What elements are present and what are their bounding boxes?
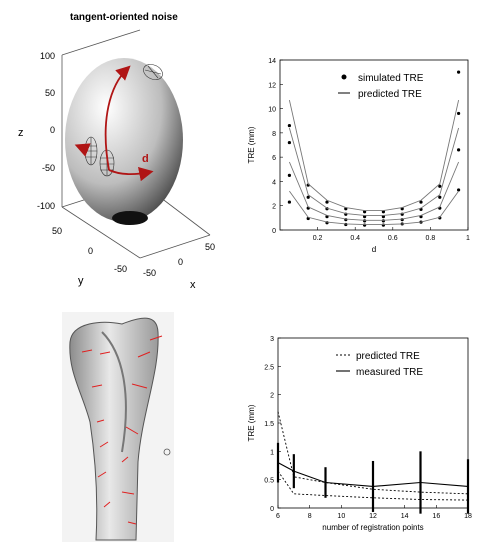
simulated-tre-point xyxy=(287,173,291,177)
y-tick-label: 3 xyxy=(270,336,274,343)
noise-vectors xyxy=(81,335,163,525)
y-tick-label: 0 xyxy=(272,228,276,235)
y-tick-label: 0.5 xyxy=(264,478,274,485)
x-tick-label: 16 xyxy=(432,513,440,520)
predicted-tre-line xyxy=(288,127,460,216)
d-label: d xyxy=(142,153,149,165)
simulated-tre-point xyxy=(457,188,461,192)
y-tick: -50 xyxy=(114,264,127,274)
y-tick-label: 2 xyxy=(272,204,276,211)
x-tick-label: 12 xyxy=(369,513,377,520)
tangent-arrows xyxy=(74,65,154,182)
z-axis-label: z xyxy=(18,127,24,139)
simulated-tre-point xyxy=(457,111,461,116)
y-tick-label: 8 xyxy=(272,131,276,138)
y-tick: 50 xyxy=(52,226,62,236)
x-axis-label: d xyxy=(372,245,376,254)
ellipsoid-figure: tangent-oriented noise 100 50 0 -50 -100… xyxy=(18,12,215,291)
y-tick-label: 1 xyxy=(270,449,274,456)
z-tick: -100 xyxy=(37,201,55,211)
simulated-tre-point xyxy=(363,223,367,227)
tre-vs-d-svg: 0 2 4 6 8 10 12 14 0.2 0.4 0.6 0.8 1 d TRE (mm) simulat… xyxy=(247,58,470,254)
y-tick-label: 2 xyxy=(270,393,274,400)
simulated-tre-point xyxy=(438,184,442,188)
x-tick: 50 xyxy=(205,242,215,252)
bone-figure xyxy=(62,312,174,542)
x-tick: -50 xyxy=(143,268,156,278)
z-tick: 100 xyxy=(40,51,55,61)
ellipsoid-surface xyxy=(65,58,183,222)
simulated-tre-point xyxy=(381,223,385,227)
z-tick: 0 xyxy=(50,125,55,135)
x-tick-label: 1 xyxy=(466,235,470,242)
z-tick: -50 xyxy=(42,163,55,173)
y-tick-label: 12 xyxy=(268,82,276,89)
simulated-tre-point xyxy=(287,140,291,145)
plot-frame xyxy=(279,59,469,231)
x-axis-label: x xyxy=(190,279,196,290)
x-tick-label: 10 xyxy=(337,513,345,520)
simulated-tre-point xyxy=(438,195,442,199)
y-axis-label: y xyxy=(78,275,84,287)
x-tick-label: 8 xyxy=(308,513,312,520)
simulated-tre-point xyxy=(287,123,291,128)
panel-a-title: tangent-oriented noise xyxy=(70,12,178,23)
y-tick-label: 2.5 xyxy=(264,364,274,371)
simulated-tre-point xyxy=(325,200,329,204)
y-tick: 0 xyxy=(88,246,93,256)
simulated-tre-point xyxy=(306,195,310,199)
y-axis-label: TRE (mm) xyxy=(247,404,256,441)
tre-vs-points-chart: 0 0.5 1 1.5 2 2.5 3 6 8 10 12 14 16 18 number of regis… xyxy=(240,330,480,545)
simulated-tre-point xyxy=(419,200,423,204)
y-axis-label: TRE (mm) xyxy=(247,126,256,163)
x-tick-label: 6 xyxy=(276,513,280,520)
x-tick-label: 0.2 xyxy=(313,235,323,242)
legend-label-measured: measured TRE xyxy=(356,367,423,378)
simulated-tre-point xyxy=(287,200,291,204)
ellipsoid-shadow xyxy=(112,211,148,225)
tre-vs-d-chart: 0 2 4 6 8 10 12 14 0.2 0.4 0.6 0.8 1 d TRE (mm) simulat… xyxy=(240,40,480,280)
simulated-tre-point xyxy=(457,70,461,74)
x-axis-label: number of registration points xyxy=(322,523,423,532)
y-tick-label: 4 xyxy=(272,179,276,186)
x-tick: 0 xyxy=(178,257,183,267)
measured-tre-line xyxy=(277,462,469,488)
y-tick-label: 14 xyxy=(268,58,276,65)
y-tick-label: 10 xyxy=(268,107,276,114)
legend-label-simulated: simulated TRE xyxy=(358,73,424,84)
ellipsoid-panel: tangent-oriented noise 100 50 0 -50 -100… xyxy=(0,0,240,291)
x-tick-label: 0.6 xyxy=(388,235,398,242)
legend-label-predicted: predicted TRE xyxy=(356,351,420,362)
predicted-tre-line xyxy=(289,190,459,225)
y-tick-label: 1.5 xyxy=(264,421,274,428)
x-tick-label: 0.8 xyxy=(426,235,436,242)
predicted-tre-line xyxy=(288,161,460,221)
predicted-tre-line xyxy=(288,99,460,212)
legend-label-predicted: predicted TRE xyxy=(358,89,422,100)
y-tick-label: 0 xyxy=(270,506,274,513)
x-tick-label: 0.4 xyxy=(350,235,360,242)
z-tick: 50 xyxy=(45,88,55,98)
bone-panel xyxy=(62,312,174,542)
bone-shape xyxy=(69,317,159,541)
legend-dot-marker xyxy=(341,74,347,80)
tre-vs-points-svg: 0 0.5 1 1.5 2 2.5 3 6 8 10 12 14 16 18 number of regis… xyxy=(247,336,472,532)
x-tick-label: 14 xyxy=(401,513,409,520)
simulated-tre-point xyxy=(457,148,461,152)
x-tick-label: 18 xyxy=(464,513,472,520)
y-tick-label: 6 xyxy=(272,155,276,162)
